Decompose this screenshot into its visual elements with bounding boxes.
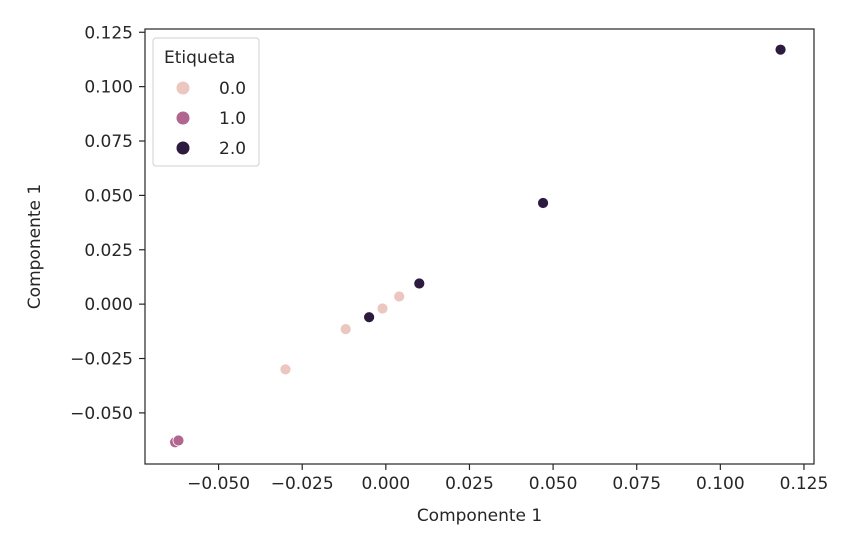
data-point (172, 434, 185, 447)
y-tick-label: −0.050 (70, 404, 133, 424)
y-tick-label: 0.050 (84, 186, 133, 206)
y-axis-label: Componente 1 (25, 184, 45, 309)
x-tick-label: 0.050 (529, 474, 578, 494)
data-point (376, 302, 389, 315)
data-point (537, 197, 549, 209)
legend-label: 2.0 (219, 139, 246, 159)
data-point (363, 311, 376, 324)
y-tick-label: 0.100 (84, 78, 133, 98)
y-tick-label: 0.075 (84, 132, 133, 152)
legend-marker (176, 141, 190, 155)
legend-label: 0.0 (219, 79, 246, 99)
x-tick-label: −0.025 (271, 474, 334, 494)
x-tick-label: 0.100 (696, 474, 745, 494)
legend-marker (176, 111, 190, 125)
y-tick-label: −0.025 (70, 350, 133, 370)
y-tick-label: 0.000 (84, 295, 133, 315)
legend-title: Etiqueta (164, 48, 235, 68)
data-point (774, 43, 787, 56)
legend-label: 1.0 (219, 109, 246, 129)
y-tick-label: 0.025 (84, 241, 133, 261)
legend: Etiqueta 0.0 1.0 2.0 (152, 37, 260, 167)
data-point (393, 290, 406, 303)
y-axis-ticks: −0.050 −0.025 0.000 0.025 0.050 0.075 0.100 0.1… (70, 23, 145, 424)
y-tick-label: 0.125 (84, 23, 133, 43)
x-tick-label: 0.075 (612, 474, 661, 494)
x-tick-label: 0.025 (445, 474, 494, 494)
x-axis-label: Componente 1 (417, 506, 542, 526)
legend-marker (176, 81, 190, 95)
data-points (169, 43, 787, 449)
data-point (413, 277, 426, 290)
legend-items: 0.0 1.0 2.0 (176, 79, 246, 159)
x-axis-ticks: −0.050 −0.025 0.000 0.025 0.050 0.075 0.100 0.1… (187, 464, 828, 494)
x-tick-label: 0.125 (780, 474, 829, 494)
x-tick-label: 0.000 (362, 474, 411, 494)
legend-box (152, 37, 260, 167)
data-point (279, 363, 292, 376)
data-point (339, 323, 352, 336)
x-tick-label: −0.050 (187, 474, 250, 494)
